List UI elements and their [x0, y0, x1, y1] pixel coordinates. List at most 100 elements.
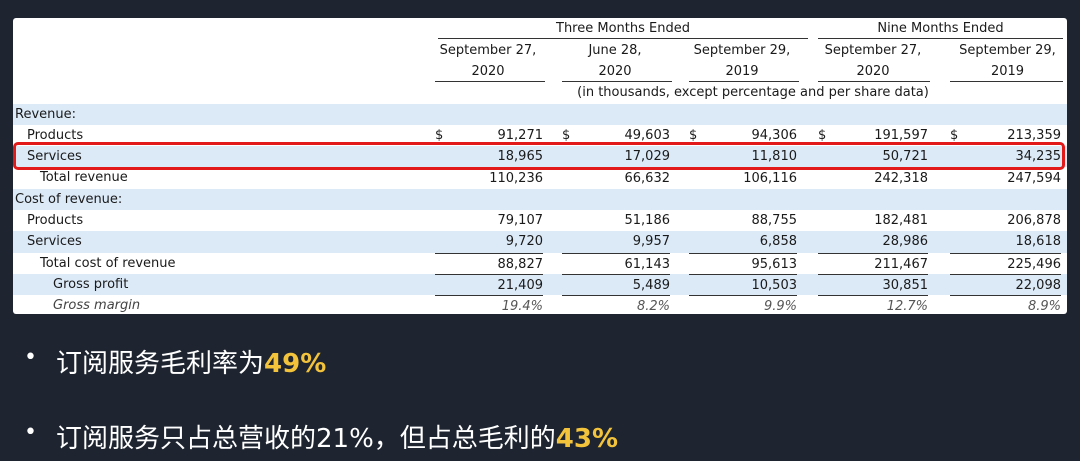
column-header: September 27, 2020 — [433, 40, 543, 82]
table-row-revenue-services: Services 18,965 17,029 11,810 50,721 34,… — [13, 146, 1067, 168]
column-header: September 27, 2020 — [818, 40, 928, 82]
column-header-line2: 2019 — [990, 64, 1025, 79]
table-cell: 19.4% — [435, 295, 543, 314]
column-header-line1: September 27, — [439, 43, 537, 58]
row-label: Gross profit — [53, 276, 129, 292]
dollar-sign: $ — [950, 127, 959, 143]
dollar-sign: $ — [435, 127, 444, 143]
bullet-text: 订阅服务只占总营收的21%，但占总毛利的43% — [56, 418, 618, 455]
table-cell: 6,858 — [759, 234, 797, 250]
table-cell: 50,721 — [882, 149, 929, 165]
table-cell: 9,720 — [505, 234, 543, 250]
cell-value: 91,271 — [497, 127, 544, 143]
table-cell: 9,957 — [632, 234, 670, 250]
column-header: June 28, 2020 — [560, 40, 670, 82]
table-cell: 51,186 — [624, 213, 671, 228]
table-row-gross-margin: Gross margin 19.4% 8.2% 9.9% 12.7% 8.9% — [13, 295, 1067, 314]
table-cell: 8.9% — [950, 295, 1061, 314]
bullet-dot-icon: • — [24, 420, 37, 445]
bullet-text-body: 订阅服务毛利率为 — [56, 349, 265, 379]
row-label: Revenue: — [15, 106, 76, 122]
dollar-sign: $ — [818, 127, 827, 143]
column-header-line1: June 28, — [588, 43, 642, 58]
table-cell: 88,755 — [751, 213, 798, 228]
table-cell: $91,271 — [435, 125, 543, 146]
financial-table: Three Months Ended Nine Months Ended Sep… — [13, 18, 1067, 314]
row-label: Cost of revenue: — [15, 191, 123, 207]
table-row-total-cost: Total cost of revenue 88,827 61,143 95,6… — [13, 252, 1067, 275]
table-cell: 247,594 — [950, 167, 1061, 189]
header-divider — [818, 81, 930, 82]
units-note: (in thousands, except percentage and per… — [577, 85, 929, 100]
row-label: Total revenue — [40, 170, 128, 186]
column-header-line1: September 27, — [824, 43, 922, 58]
row-label: Services — [27, 234, 82, 250]
row-label: Total cost of revenue — [40, 255, 176, 271]
table-cell: 9.9% — [689, 295, 797, 314]
table-cell: 206,878 — [1007, 213, 1061, 228]
bullet-text-body: 订阅服务只占总营收的21%，但占总毛利的 — [56, 424, 556, 454]
column-header-line2: 2020 — [598, 64, 632, 79]
cell-value: 49,603 — [624, 127, 671, 143]
table-cell: 95,613 — [689, 252, 797, 275]
header-divider — [435, 81, 545, 82]
services-highlight-box — [13, 142, 1065, 170]
table-cell: 10,503 — [689, 273, 797, 296]
table-cell: 66,632 — [562, 167, 670, 189]
header-divider — [689, 81, 799, 82]
table-row-cost-heading: Cost of revenue: — [13, 188, 1067, 210]
table-cell: 88,827 — [435, 252, 543, 275]
table-cell: 61,143 — [562, 252, 670, 275]
dollar-sign: $ — [689, 127, 698, 143]
bullet-highlight: 43% — [555, 424, 619, 454]
bullet-text: 订阅服务毛利率为49% — [56, 343, 326, 380]
table-cell: 110,236 — [435, 167, 543, 189]
header-divider — [950, 81, 1063, 82]
table-cell: 28,986 — [882, 234, 929, 250]
table-cell: 106,116 — [689, 167, 797, 189]
cell-value: 94,306 — [751, 127, 798, 143]
row-label: Gross margin — [53, 298, 141, 314]
nine-months-header: Nine Months Ended — [818, 20, 1063, 39]
table-cell: $213,359 — [950, 125, 1061, 146]
table-cell: 22,098 — [950, 273, 1061, 296]
column-header-line1: September 29, — [693, 43, 791, 58]
table-cell: 79,107 — [497, 213, 544, 228]
table-cell: 8.2% — [562, 295, 670, 314]
table-row-total-revenue: Total revenue 110,236 66,632 106,116 242… — [13, 167, 1067, 188]
cell-value: 213,359 — [1007, 127, 1061, 143]
column-header-line1: September 29, — [959, 43, 1056, 58]
column-header-line2: 2020 — [856, 64, 890, 79]
header-divider — [562, 81, 672, 82]
table-row-gross-profit: Gross profit 21,409 5,489 10,503 30,851 … — [13, 273, 1067, 296]
bullet-dot-icon: • — [24, 345, 37, 370]
table-cell: 211,467 — [818, 252, 928, 275]
table-cell: 182,481 — [874, 213, 928, 228]
column-header-line2: 2020 — [471, 64, 505, 79]
column-header: September 29, 2019 — [687, 40, 797, 82]
table-cell: 242,318 — [818, 167, 928, 189]
table-cell: 12.7% — [818, 295, 928, 314]
table-cell: $191,597 — [818, 125, 928, 146]
column-header: September 29, 2019 — [950, 40, 1065, 82]
table-cell: $49,603 — [562, 125, 670, 146]
table-cell: 21,409 — [435, 273, 543, 296]
table-row-revenue-products: Products $91,271 $49,603 $94,306 $191,59… — [13, 125, 1067, 146]
table-cell: 17,029 — [624, 149, 671, 165]
table-row-revenue-heading: Revenue: — [13, 103, 1067, 125]
row-label: Products — [27, 127, 84, 143]
table-cell: 34,235 — [1015, 149, 1062, 165]
row-label: Products — [27, 213, 84, 228]
table-cell: 18,618 — [1015, 234, 1062, 250]
table-cell: 11,810 — [751, 149, 798, 165]
table-cell: 30,851 — [818, 273, 928, 296]
table-cell: 5,489 — [562, 273, 670, 296]
three-months-header: Three Months Ended — [438, 20, 808, 39]
bullet-highlight: 49% — [264, 349, 327, 379]
table-cell: $94,306 — [689, 125, 797, 146]
row-label: Services — [27, 149, 82, 165]
cell-value: 191,597 — [874, 127, 928, 143]
table-row-cost-products: Products 79,107 51,186 88,755 182,481 20… — [13, 210, 1067, 231]
column-header-line2: 2019 — [725, 64, 759, 79]
dollar-sign: $ — [562, 127, 571, 143]
